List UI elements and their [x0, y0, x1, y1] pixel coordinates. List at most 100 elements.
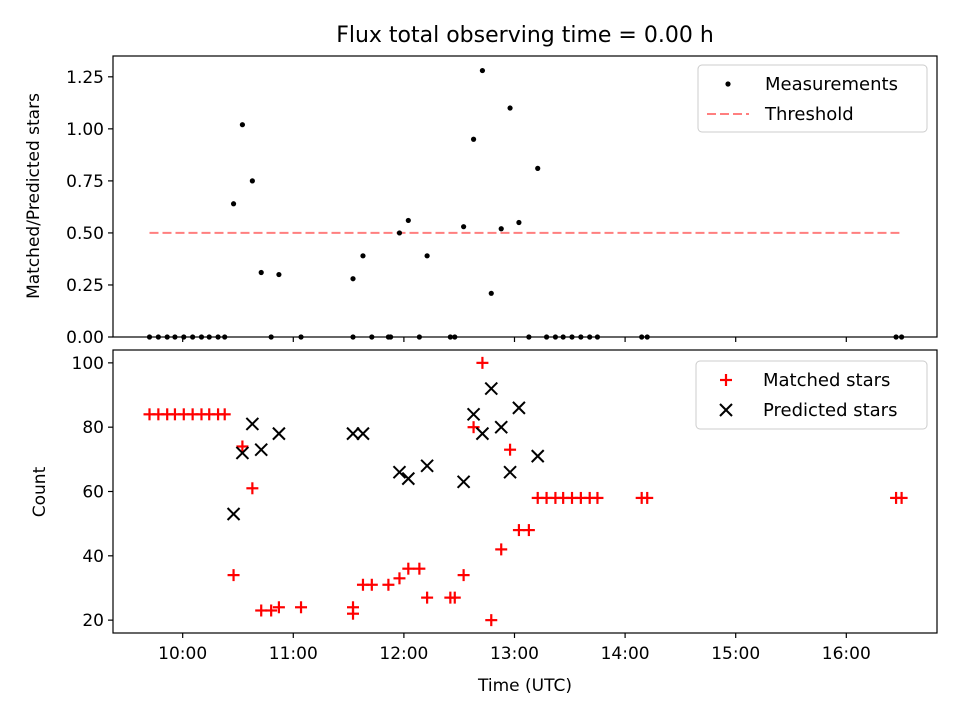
measurement-point [569, 334, 575, 340]
bottom-y-tick-label: 80 [82, 418, 104, 438]
measurement-point [587, 334, 593, 340]
matched-star-point [295, 601, 308, 614]
measurement-point [488, 290, 494, 296]
bottom-y-tick-label: 60 [82, 483, 104, 503]
matched-star-point [522, 524, 535, 537]
bottom-x-tick-label: 16:00 [822, 644, 871, 664]
measurement-point [350, 334, 356, 340]
bottom-legend-box [695, 360, 928, 430]
predicted-star-x-b [475, 426, 490, 441]
bottom-x-tick-label: 11:00 [269, 644, 318, 664]
matched-star-point [476, 356, 489, 369]
measurement-point [258, 269, 264, 276]
predicted-star-x-b [226, 507, 241, 521]
measurement-point [155, 334, 161, 340]
measurement-point [893, 334, 899, 340]
measurement-point [639, 334, 645, 340]
measurement-point [369, 334, 375, 340]
matched-star-point [218, 408, 231, 421]
measurement-point [424, 253, 430, 259]
bottom-y-tick-label: 40 [82, 547, 104, 567]
measurement-point [268, 334, 274, 340]
predicted-star-point [235, 446, 250, 460]
matched-star-point [591, 491, 604, 504]
legend-matched-marker [720, 374, 732, 386]
top-x-ticks [182, 337, 847, 342]
predicted-star-point [245, 417, 260, 431]
matched-star-point [236, 440, 249, 453]
matched-star-point [393, 572, 406, 585]
measurement-point [206, 334, 212, 340]
predicted-star-point [401, 471, 416, 486]
predicted-star-point [531, 449, 545, 463]
measurement-point [164, 334, 170, 340]
measurement-point [526, 334, 532, 340]
predicted-star-x-b [494, 420, 508, 434]
top-y-tick-label: 0.75 [66, 172, 104, 192]
measurement-point [578, 334, 584, 340]
predicted-star-x-b [456, 475, 471, 489]
measurement-point [146, 334, 153, 340]
measurement-point [215, 334, 221, 340]
bottom-x-tick-label: 14:00 [601, 644, 650, 664]
measurement-point [516, 219, 522, 226]
matched-star-point [227, 569, 240, 582]
measurement-point [396, 230, 403, 236]
measurement-point [360, 253, 366, 259]
predicted-star-x-b [272, 426, 286, 441]
bottom-y-tick-label: 100 [72, 354, 104, 374]
top-y-tick-label: 1.00 [66, 120, 104, 140]
measurement-point [198, 334, 205, 340]
top-y-ticks: 0.00 0.25 0.50 0.75 1.00 1.25 [66, 68, 113, 348]
bottom-y-ticks: 20 40 60 80 100 [72, 354, 113, 631]
bottom-x-tick-label: 12:00 [379, 644, 428, 664]
top-y-tick-label: 0.00 [66, 328, 104, 348]
matched-star-point [448, 591, 461, 604]
predicted-star-x-b [245, 417, 260, 431]
measurement-point [479, 67, 486, 74]
top-y-tick-label: 1.25 [66, 68, 104, 88]
matched-star-point [895, 491, 908, 504]
chart-title: Flux total observing time = 0.00 h [336, 23, 714, 48]
top-y-axis-label: Matched/Predicted stars [24, 93, 44, 299]
predicted-star-x-b [503, 465, 517, 479]
matched-star-point [641, 491, 654, 504]
predicted-star-x-b [346, 426, 360, 441]
measurement-point [239, 122, 246, 128]
predicted-star-x-b [512, 401, 526, 415]
predicted-star-x-b [484, 381, 498, 396]
predicted-star-point [503, 465, 517, 479]
predicted-star-x-b [235, 446, 250, 460]
legend-threshold-label: Threshold [764, 104, 854, 125]
measurement-point [899, 334, 905, 340]
matched-star-point [365, 578, 378, 591]
predicted-star-x-b [254, 442, 268, 457]
legend-predicted-label: Predicted stars [763, 400, 897, 421]
matched-star-point [485, 614, 498, 627]
matched-star-point [421, 591, 434, 604]
top-legend: Measurements Threshold [697, 64, 928, 133]
bottom-x-ticks: 10:00 11:00 12:00 13:00 14:00 15:00 16:00 [158, 633, 871, 664]
bottom-x-tick-label: 13:00 [490, 644, 539, 664]
legend-measurements-marker [725, 81, 731, 87]
x-axis-label: Time (UTC) [477, 676, 572, 696]
predicted-star-point [254, 442, 268, 457]
measurement-point [388, 334, 394, 340]
matched-star-point [265, 604, 278, 617]
matched-star-point [495, 543, 508, 556]
top-panel: 0.00 0.25 0.50 0.75 1.00 1.25 Matched/Predict… [24, 55, 938, 348]
count-points [143, 356, 908, 627]
legend-matched-label: Matched stars [763, 370, 890, 391]
measurement-point [470, 136, 477, 142]
bottom-y-axis-label: Count [30, 466, 50, 517]
bottom-legend: Matched stars Predicted stars [695, 360, 928, 430]
predicted-star-point [512, 401, 526, 415]
measurement-point [461, 224, 467, 230]
matched-star-point [402, 562, 415, 575]
matched-star-point [382, 578, 395, 591]
measurement-point [594, 334, 601, 340]
predicted-star-point [346, 426, 360, 441]
measurement-point [181, 334, 187, 340]
measurement-point [535, 165, 541, 171]
predicted-star-x-b [420, 459, 434, 473]
